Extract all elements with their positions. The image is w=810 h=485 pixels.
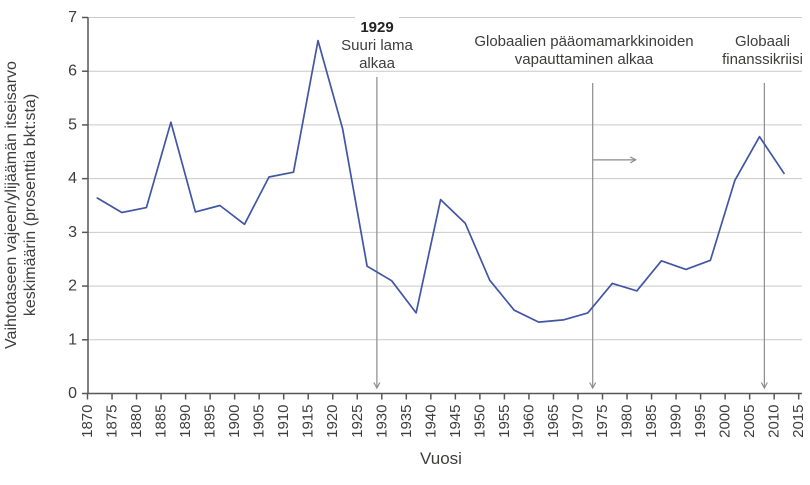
x-tick-label: 1915 <box>300 405 317 438</box>
y-tick-label: 0 <box>68 385 77 402</box>
x-tick-label: 1935 <box>398 405 415 438</box>
y-tick-label: 1 <box>68 331 77 348</box>
x-tick-label: 1895 <box>202 405 219 438</box>
x-tick-label: 1910 <box>275 405 292 438</box>
annotation-capital-market-line-2: vapauttaminen alkaa <box>514 51 654 68</box>
y-tick-label: 2 <box>68 278 77 295</box>
y-axis-title-line-2: keskimäärin (prosenttia bkt:sta) <box>22 93 39 317</box>
annotation-capital-market-liberalization: Globaalien pääomamarkkinoiden vapauttami… <box>453 33 715 69</box>
x-tick-label: 1880 <box>128 405 145 438</box>
x-tick-label: 2010 <box>766 405 783 438</box>
y-tick-label: 3 <box>68 224 77 241</box>
annotation-financial-crisis-line-2: finanssikriisi <box>722 51 803 68</box>
y-tick-label: 7 <box>68 9 77 26</box>
x-tick-label: 1970 <box>569 405 586 438</box>
x-tick-label: 1975 <box>594 405 611 438</box>
x-tick-label: 1925 <box>349 405 366 438</box>
x-tick-label: 2000 <box>717 405 734 438</box>
x-tick-label: 1940 <box>422 405 439 438</box>
y-axis-title: Vaihtotaseen vajeen/ylijäämän itseisarvo… <box>2 0 40 415</box>
x-axis-title: Vuosi <box>420 449 462 468</box>
x-tick-label: 2005 <box>741 405 758 438</box>
x-tick-label: 1945 <box>447 405 464 438</box>
x-tick-label: 1995 <box>692 405 709 438</box>
x-tick-label: 1960 <box>520 405 537 438</box>
annotation-great-depression-line-2: alkaa <box>359 55 395 72</box>
annotation-capital-market-line-1: Globaalien pääomamarkkinoiden <box>474 33 694 50</box>
x-tick-label: 1950 <box>471 405 488 438</box>
x-tick-label: 2015 <box>790 405 807 438</box>
x-tick-label: 1955 <box>496 405 513 438</box>
y-tick-label: 5 <box>68 116 77 133</box>
x-tick-label: 1870 <box>79 405 96 438</box>
annotation-financial-crisis: Globaali finanssikriisi <box>682 33 810 69</box>
x-tick-label: 1920 <box>324 405 341 438</box>
data-line <box>96 39 785 323</box>
y-tick-label: 6 <box>68 63 77 80</box>
x-tick-label: 1905 <box>251 405 268 438</box>
x-tick-label: 1965 <box>545 405 562 438</box>
annotation-financial-crisis-line-1: Globaali <box>734 33 791 50</box>
annotation-great-depression-year: 1929 <box>297 17 457 38</box>
x-tick-label: 1875 <box>104 405 121 438</box>
y-axis-title-line-1: Vaihtotaseen vajeen/ylijäämän itseisarvo <box>3 61 20 349</box>
x-tick-label: 1885 <box>153 405 170 438</box>
x-tick-label: 1900 <box>226 405 243 438</box>
x-tick-label: 1980 <box>619 405 636 438</box>
x-tick-label: 1890 <box>177 405 194 438</box>
y-tick-label: 4 <box>68 170 77 187</box>
x-tick-label: 1985 <box>643 405 660 438</box>
x-tick-label: 1990 <box>668 405 685 438</box>
annotation-great-depression: 1929 Suuri lama alkaa <box>297 17 457 73</box>
annotation-great-depression-line-1: Suuri lama <box>341 37 413 54</box>
x-tick-label: 1930 <box>373 405 390 438</box>
